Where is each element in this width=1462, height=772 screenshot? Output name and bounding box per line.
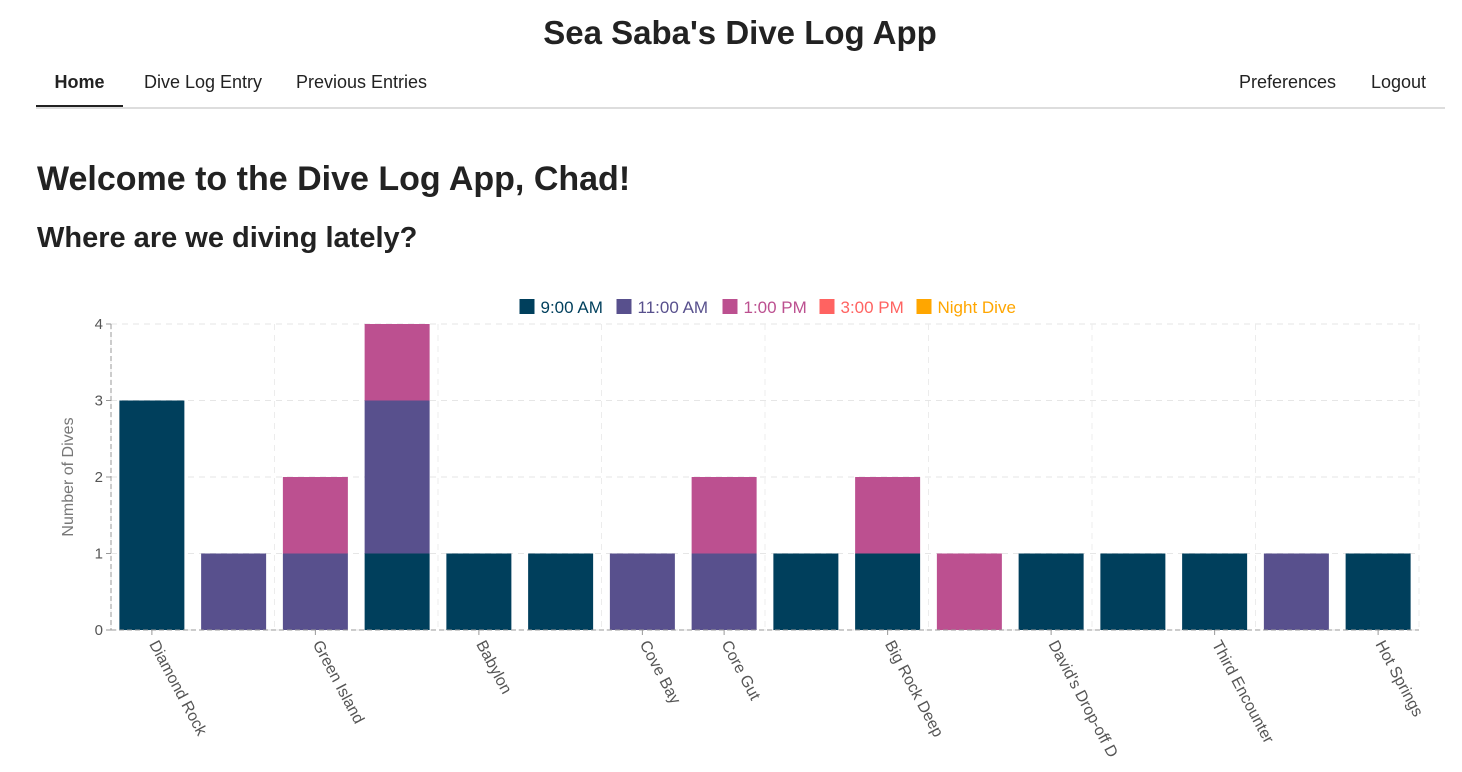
legend-swatch — [519, 299, 535, 314]
section-subtitle: Where are we diving lately? — [37, 222, 418, 254]
x-tick-label: Third Encounter — [1208, 638, 1277, 747]
legend-label: Night Dive — [938, 298, 1016, 317]
y-tick-label: 1 — [95, 546, 103, 563]
bar-segment — [282, 553, 348, 630]
legend-swatch — [616, 299, 632, 314]
dive-chart: 0 1 2 3 4 Number of Dives Diamond Rock Green Is… — [0, 290, 1462, 772]
nav-preferences[interactable]: Preferences — [1239, 72, 1337, 92]
bar-segment — [528, 553, 594, 630]
legend-label: 3:00 PM — [841, 298, 904, 317]
y-tick-label: 4 — [95, 316, 103, 333]
legend-swatch — [819, 299, 835, 314]
y-tick-label: 0 — [95, 622, 103, 639]
y-axis-label: Number of Dives — [60, 417, 77, 536]
bar-segment — [1182, 553, 1248, 630]
nav-home[interactable]: Home — [36, 62, 123, 107]
bar-segment — [1263, 553, 1329, 630]
bar-segment — [1345, 553, 1411, 630]
x-tick-label: Big Rock Deep — [881, 638, 946, 740]
bar-segment — [1018, 553, 1084, 630]
bar-segment — [691, 477, 757, 554]
legend-swatch — [722, 299, 738, 314]
bar-segment — [1100, 553, 1166, 630]
legend-label: 11:00 AM — [638, 298, 709, 317]
bar-segment — [609, 553, 675, 630]
bar-segment — [446, 553, 512, 630]
legend-label: 9:00 AM — [541, 298, 603, 317]
x-tick-label: Cove Bay — [636, 638, 684, 707]
welcome-heading: Welcome to the Dive Log App, Chad! — [37, 160, 631, 198]
bar-segment — [364, 400, 430, 554]
x-tick-label: Hot Springs — [1372, 638, 1426, 720]
bar-segment — [364, 553, 430, 630]
x-tick-label: Babylon — [472, 638, 514, 697]
y-tick-label: 2 — [95, 469, 103, 486]
nav-dive-log-entry[interactable]: Dive Log Entry — [144, 72, 263, 92]
x-tick-label: Core Gut — [718, 638, 764, 704]
x-tick-label: Green Island — [309, 638, 367, 727]
bar-segment — [855, 477, 921, 554]
nav-logout[interactable]: Logout — [1371, 72, 1427, 92]
bar-segment — [855, 553, 921, 630]
bar-segment — [936, 553, 1002, 630]
x-tick-label: Diamond Rock — [145, 638, 210, 740]
bar-segment — [201, 553, 267, 630]
chart-legend: 9:00 AM 11:00 AM 1:00 PM 3:00 PM Night Dive — [519, 298, 1016, 317]
bar-segment — [691, 553, 757, 630]
bar-segment — [282, 477, 348, 554]
legend-label: 1:00 PM — [744, 298, 807, 317]
bar-segment — [119, 400, 185, 630]
navbar: Home Dive Log Entry Previous Entries Pre… — [36, 62, 1445, 109]
x-tick-label: David's Drop-off D — [1045, 638, 1121, 761]
legend-swatch — [916, 299, 932, 314]
bar-segment — [364, 324, 430, 401]
nav-previous-entries[interactable]: Previous Entries — [296, 72, 428, 92]
dive-chart-svg: 0 1 2 3 4 Number of Dives Diamond Rock Green Is… — [60, 298, 1426, 761]
bar-segment — [773, 553, 839, 630]
app-title: Sea Saba's Dive Log App — [543, 14, 937, 51]
chart-bars — [119, 324, 1411, 630]
y-tick-label: 3 — [95, 393, 103, 410]
